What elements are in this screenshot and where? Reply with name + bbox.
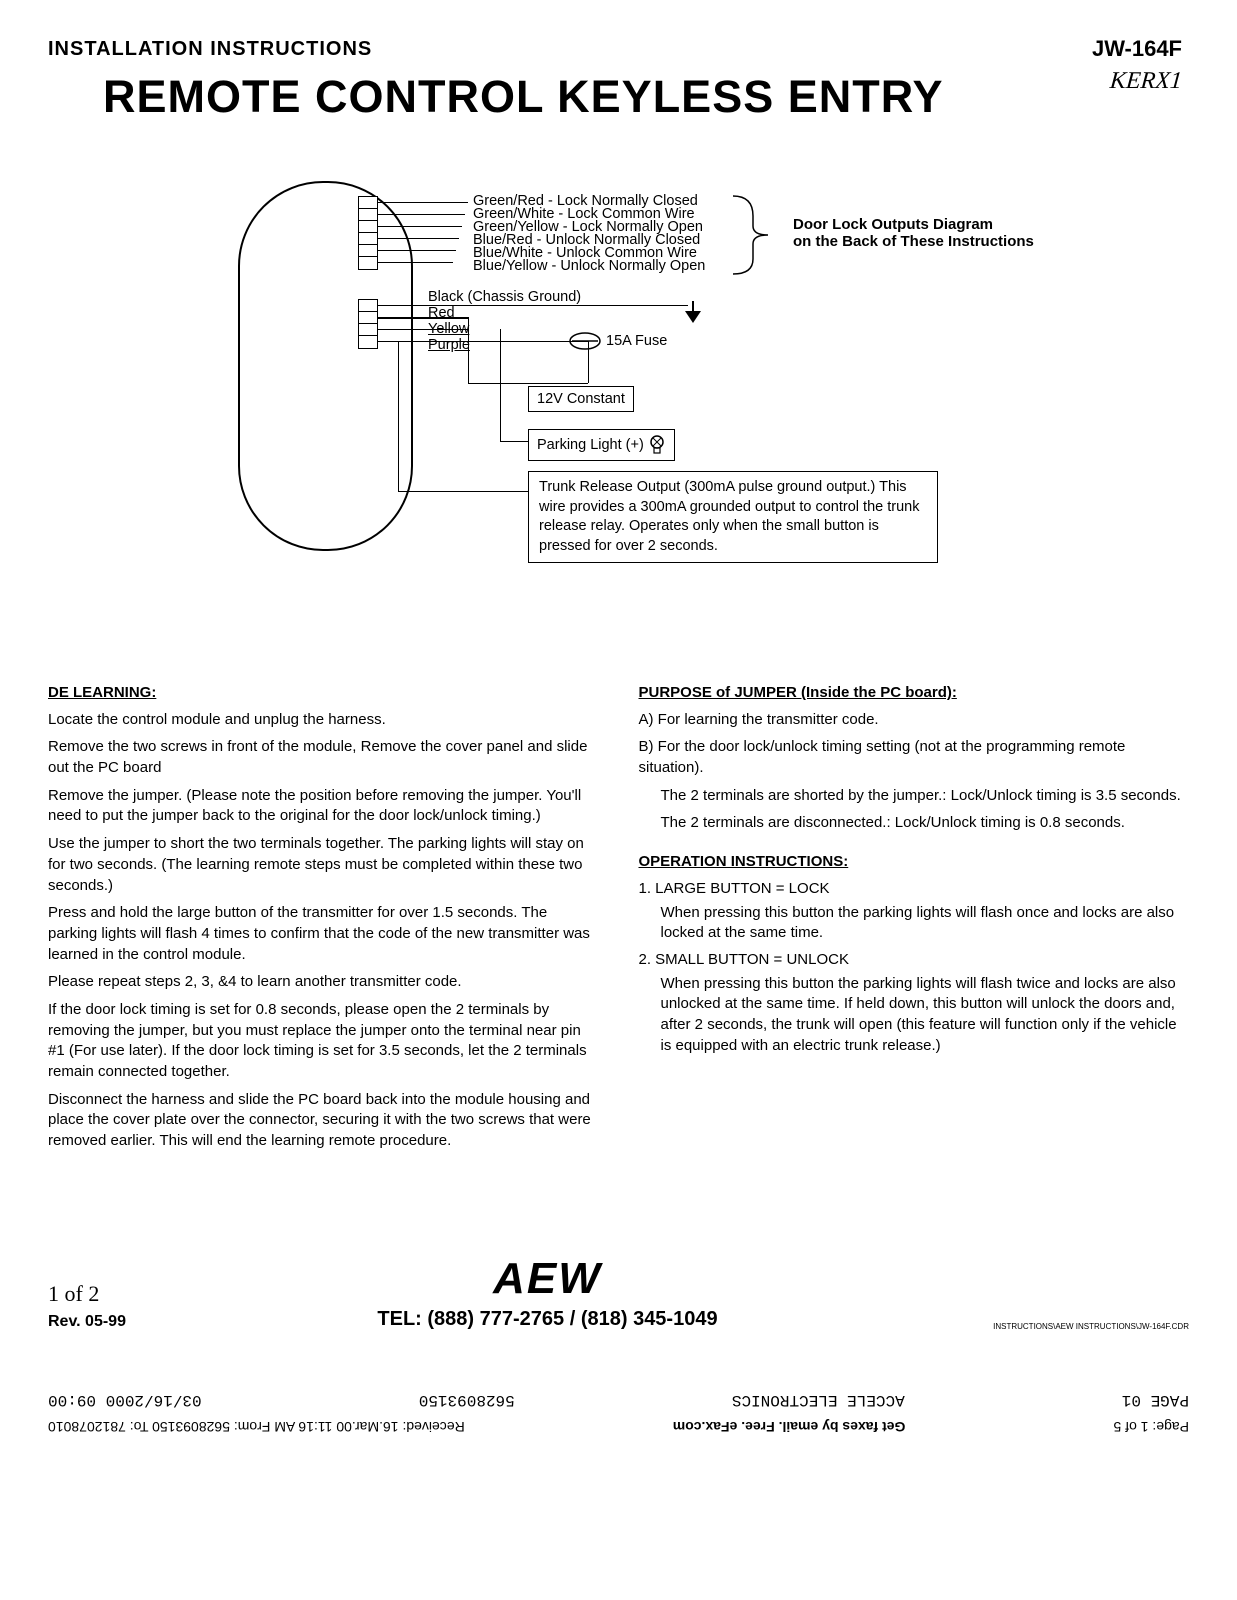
box-parking-light: Parking Light (+) [528,429,675,461]
brand-logo: AEW [126,1254,969,1304]
efax-footer-strip: Page: 1 of 5 Get faxes by email. Free. e… [48,1419,1189,1435]
right-column: PURPOSE of JUMPER (Inside the PC board):… [639,683,1190,1159]
revision: Rev. 05-99 [48,1313,126,1331]
fax-datetime: 03/16/2000 09:00 [48,1391,202,1409]
box-12v: 12V Constant [528,386,634,412]
footer-filepath: INSTRUCTIONS\AEW INSTRUCTIONS\JW-164F.CD… [969,1322,1189,1331]
efax-promo: Get faxes by email. Free. eFax.com [673,1419,906,1435]
fax-number: 5628093150 [419,1391,515,1409]
op-body: When pressing this button the parking li… [639,974,1190,1057]
footer-center: AEW TEL: (888) 777-2765 / (818) 345-1049 [126,1254,969,1331]
wiring-diagram: Green/Red - Lock Normally Closed Green/W… [198,141,1189,661]
para: Remove the two screws in front of the mo… [48,737,599,778]
op-head: 1. LARGE BUTTON = LOCK [639,879,1190,900]
parking-text: Parking Light (+) [537,437,644,453]
para: Remove the jumper. (Please note the posi… [48,786,599,827]
fuse-label: 15A Fuse [606,333,667,349]
left-column: DE LEARNING: Locate the control module a… [48,683,599,1159]
efax-received: Received: 16.Mar.00 11:16 AM From: 56280… [48,1419,465,1435]
box-trunk-release: Trunk Release Output (300mA pulse ground… [528,471,938,563]
phone-numbers: TEL: (888) 777-2765 / (818) 345-1049 [126,1308,969,1331]
handwritten-code: KERX1 [1109,68,1183,95]
jumper-item: The 2 terminals are disconnected.: Lock/… [639,813,1190,834]
para: Locate the control module and unplug the… [48,710,599,731]
section-title-operation: OPERATION INSTRUCTIONS: [639,852,1190,873]
page-count-hand: 1 of 2 [48,1281,126,1307]
brace-note: Door Lock Outputs Diagram on the Back of… [793,216,1034,250]
section-title-learning: DE LEARNING: [48,683,599,704]
efax-page: Page: 1 of 5 [1113,1419,1189,1435]
footer-left: 1 of 2 Rev. 05-99 [48,1281,126,1331]
op-head: 2. SMALL BUTTON = UNLOCK [639,950,1190,971]
jumper-item: B) For the door lock/unlock timing setti… [639,737,1190,778]
para: Disconnect the harness and slide the PC … [48,1090,599,1152]
wire-label: Black (Chassis Ground) [428,289,581,305]
brace-icon [728,191,788,279]
para: If the door lock timing is set for 0.8 s… [48,1000,599,1083]
jumper-item: The 2 terminals are shorted by the jumpe… [639,786,1190,807]
page-title: REMOTE CONTROL KEYLESS ENTRY [48,71,1189,123]
para: Use the jumper to short the two terminal… [48,834,599,896]
partial-header-text: INSTALLATION INSTRUCTIONS [48,38,1189,61]
op-body: When pressing this button the parking li… [639,903,1190,944]
ground-icon [681,301,705,329]
brace-line-2: on the Back of These Instructions [793,233,1034,250]
fax-page: PAGE 01 [1122,1391,1189,1409]
para: Press and hold the large button of the t… [48,903,599,965]
para: Please repeat steps 2, 3, &4 to learn an… [48,972,599,993]
wire-label: Blue/Yellow - Unlock Normally Open [473,258,705,274]
module-outline [238,181,413,551]
brace-line-1: Door Lock Outputs Diagram [793,216,1034,233]
connector-2 [358,299,378,349]
connector-1 [358,196,378,270]
fax-company: ACCELE ELECTRONICS [732,1391,905,1409]
product-code: JW-164F [1092,36,1182,62]
fax-header-strip: PAGE 01 ACCELE ELECTRONICS 5628093150 03… [48,1391,1189,1409]
bulb-icon [648,434,666,456]
fuse-icon [568,331,602,351]
wire-label: Yellow [428,321,469,337]
wire-label: Red [428,305,455,321]
jumper-item: A) For learning the transmitter code. [639,710,1190,731]
section-title-jumper: PURPOSE of JUMPER (Inside the PC board): [639,683,1190,704]
wire-label: Purple [428,337,470,353]
